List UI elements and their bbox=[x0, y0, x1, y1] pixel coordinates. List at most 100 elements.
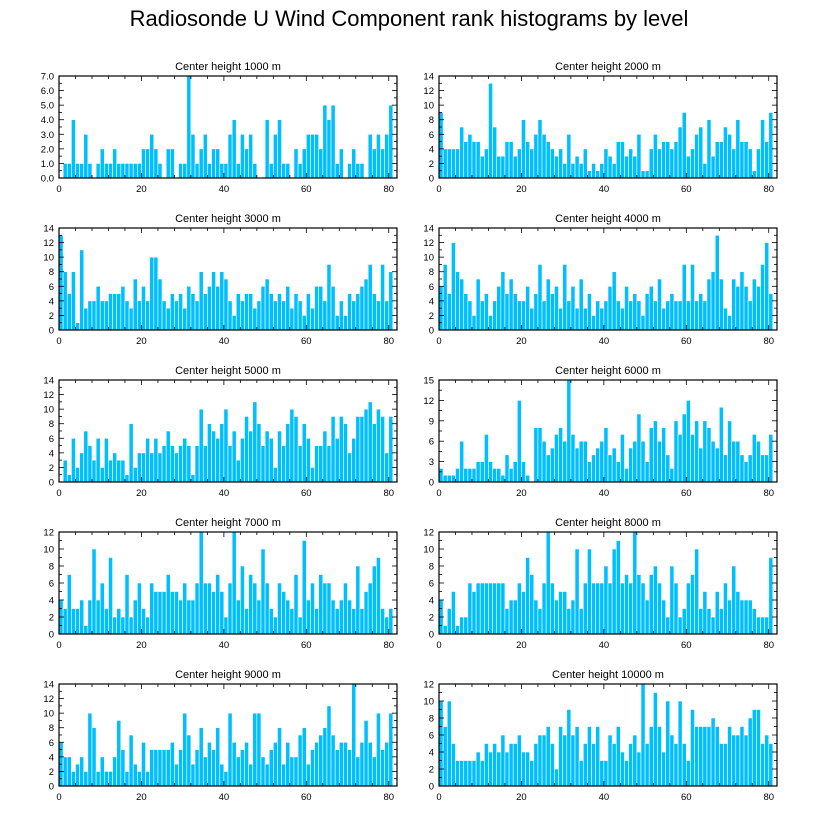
y-tick-label: 8 bbox=[49, 419, 54, 430]
bar bbox=[484, 743, 489, 787]
bar bbox=[673, 420, 679, 483]
bar bbox=[227, 300, 233, 331]
bar bbox=[690, 709, 695, 787]
bar bbox=[500, 271, 506, 331]
bar bbox=[479, 582, 485, 635]
bar bbox=[620, 751, 625, 787]
x-tick-label: 80 bbox=[383, 336, 394, 347]
bar bbox=[141, 148, 146, 179]
bar bbox=[496, 582, 502, 635]
bar bbox=[578, 440, 584, 483]
y-tick-label: 6 bbox=[49, 282, 54, 293]
bar bbox=[235, 756, 241, 787]
bar bbox=[227, 582, 233, 635]
bar bbox=[615, 726, 621, 787]
bar bbox=[541, 582, 547, 635]
bar bbox=[384, 452, 390, 483]
bar bbox=[768, 293, 774, 331]
bar bbox=[153, 437, 159, 483]
bar bbox=[190, 474, 196, 483]
bar bbox=[648, 726, 654, 787]
bar bbox=[141, 285, 146, 331]
bar bbox=[475, 751, 481, 787]
bar bbox=[104, 163, 109, 179]
bar bbox=[438, 112, 444, 179]
bar bbox=[665, 616, 671, 635]
bar bbox=[198, 408, 204, 483]
bar bbox=[718, 141, 724, 179]
bar bbox=[558, 307, 563, 331]
bar bbox=[351, 683, 357, 787]
bar bbox=[71, 271, 76, 331]
bar bbox=[211, 430, 216, 483]
bar bbox=[607, 285, 613, 331]
x-tick-label: 60 bbox=[681, 792, 692, 803]
bar bbox=[615, 461, 621, 483]
bar bbox=[145, 148, 150, 179]
bar bbox=[322, 300, 328, 331]
bar bbox=[574, 548, 580, 635]
bar bbox=[62, 163, 68, 179]
bar bbox=[603, 427, 609, 483]
bar bbox=[504, 608, 510, 635]
bar bbox=[281, 445, 287, 483]
bar bbox=[442, 264, 448, 331]
bar bbox=[120, 749, 126, 787]
y-tick-label: 4 bbox=[49, 596, 54, 607]
bar bbox=[508, 468, 514, 483]
bar bbox=[244, 741, 249, 787]
bar bbox=[459, 760, 465, 787]
panel-title: Center height 2000 m bbox=[555, 61, 661, 73]
bar bbox=[529, 760, 535, 787]
bar bbox=[603, 300, 609, 331]
bar bbox=[467, 468, 473, 483]
y-tick-label: 2 bbox=[49, 613, 54, 624]
bar bbox=[207, 285, 212, 331]
bar bbox=[318, 445, 324, 483]
bar bbox=[718, 743, 724, 787]
bar bbox=[240, 133, 245, 179]
bar bbox=[706, 119, 712, 179]
bar bbox=[112, 616, 118, 635]
bar bbox=[599, 307, 605, 331]
bar bbox=[116, 163, 122, 179]
y-tick-label: 10 bbox=[423, 101, 434, 112]
bar bbox=[467, 300, 473, 331]
bar bbox=[244, 608, 249, 635]
bar bbox=[731, 278, 737, 331]
bar bbox=[268, 163, 274, 179]
y-tick-label: 2 bbox=[429, 613, 434, 624]
bar bbox=[694, 300, 699, 331]
bar bbox=[330, 734, 336, 787]
bar bbox=[137, 300, 142, 331]
bar bbox=[603, 148, 609, 179]
bar bbox=[607, 582, 613, 635]
bar bbox=[615, 540, 621, 635]
x-tick-label: 20 bbox=[516, 640, 527, 651]
bar bbox=[79, 756, 85, 787]
bar bbox=[471, 760, 477, 787]
bar bbox=[367, 741, 373, 787]
bar bbox=[371, 423, 377, 483]
y-tick-label: 10 bbox=[43, 405, 54, 416]
bar bbox=[314, 741, 319, 787]
panel-1: Center height 1000 m 0 20 40 60 80 0.0 1.0 2.0 3.… bbox=[41, 61, 398, 195]
bar bbox=[128, 163, 134, 179]
bar bbox=[677, 616, 683, 635]
bar bbox=[318, 285, 324, 331]
bar bbox=[525, 285, 530, 331]
bar bbox=[338, 300, 344, 331]
bar bbox=[215, 574, 221, 635]
bar bbox=[554, 599, 559, 635]
bar bbox=[190, 763, 196, 787]
y-tick-label: 10 bbox=[43, 709, 54, 720]
bar bbox=[71, 771, 76, 787]
bar bbox=[508, 599, 514, 635]
bar bbox=[451, 474, 456, 483]
y-tick-label: 6 bbox=[429, 437, 434, 448]
x-tick-label: 0 bbox=[56, 792, 61, 803]
bar bbox=[235, 293, 241, 331]
bar bbox=[463, 293, 469, 331]
bar bbox=[79, 163, 85, 179]
